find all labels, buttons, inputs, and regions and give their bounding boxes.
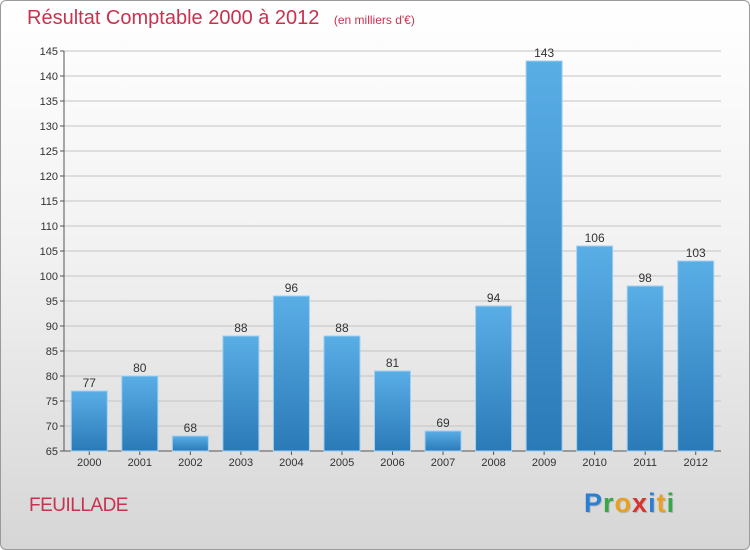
proxiti-logo: Proxiti	[584, 488, 675, 519]
bar-2003	[222, 335, 260, 452]
y-tick-label: 75	[46, 396, 58, 408]
bar-2007	[424, 430, 462, 452]
x-tick-label: 2007	[431, 457, 455, 469]
y-tick-label: 90	[46, 321, 58, 333]
y-tick-label: 105	[40, 246, 58, 258]
data-label-2009: 143	[534, 46, 554, 60]
data-label-2006: 81	[386, 356, 400, 370]
data-label-2012: 103	[686, 246, 706, 260]
bar-2004	[272, 295, 310, 452]
logo-letter: x	[632, 488, 649, 518]
y-tick-label: 135	[40, 96, 58, 108]
labels: 77 80 68 88 96 88 81 69 94 143 106 98 103	[83, 46, 706, 435]
data-label-2000: 77	[83, 376, 97, 390]
logo-letter: P	[584, 488, 604, 518]
y-tick-label: 145	[40, 46, 58, 58]
y-tick-label: 100	[40, 271, 58, 283]
logo-letter: r	[603, 488, 615, 518]
data-label-2003: 88	[234, 321, 248, 335]
data-label-2004: 96	[285, 281, 299, 295]
chart-subtitle: (en milliers d'€)	[333, 13, 415, 27]
bar-2009	[525, 60, 563, 452]
x-tick-label: 2012	[683, 457, 707, 469]
bar-2001	[121, 375, 159, 452]
logo-letter: o	[614, 488, 633, 518]
logo-letter: i	[666, 488, 676, 518]
bar-2000	[70, 390, 108, 452]
bar-2011	[626, 285, 664, 452]
data-label-2001: 80	[133, 361, 147, 375]
data-label-2011: 98	[639, 271, 653, 285]
bar-2010	[576, 245, 614, 452]
bar-2006	[374, 370, 411, 452]
y-tick-label: 125	[40, 146, 58, 158]
x-tick-label: 2011	[633, 457, 657, 469]
y-tick-label: 80	[46, 371, 58, 383]
data-label-2002: 68	[184, 421, 198, 435]
y-tick-label: 140	[40, 71, 58, 83]
data-label-2007: 69	[436, 416, 450, 430]
bar-2002	[171, 435, 209, 452]
x-tick-label: 2008	[481, 457, 505, 469]
commune-name: FEUILLADE	[29, 495, 128, 516]
x-tick-label: 2004	[279, 457, 303, 469]
y-tick-label: 120	[40, 171, 58, 183]
axes: 65 70 75 80 85 90 95 100 105 110 115 120 125 130 135 14…	[40, 46, 721, 469]
data-label-2010: 106	[585, 231, 605, 245]
data-label-2005: 88	[335, 321, 349, 335]
chart-title: Résultat Comptable 2000 à 2012	[27, 7, 320, 29]
y-tick-label: 95	[46, 296, 58, 308]
y-tick-label: 130	[40, 121, 58, 133]
logo-letter: t	[656, 488, 667, 518]
bar-2012	[677, 260, 715, 452]
y-tick-label: 115	[40, 196, 58, 208]
data-label-2008: 94	[487, 291, 501, 305]
bar-2005	[323, 335, 361, 452]
y-tick-label: 110	[40, 221, 58, 233]
bar-2008	[475, 305, 513, 452]
y-tick-label: 65	[46, 446, 58, 458]
logo-letter: i	[648, 488, 657, 518]
title-row: Résultat Comptable 2000 à 2012 (en milli…	[27, 7, 415, 30]
y-tick-label: 70	[46, 421, 58, 433]
bars	[70, 60, 715, 452]
x-tick-label: 2010	[582, 457, 606, 469]
x-tick-label: 2006	[380, 457, 404, 469]
x-tick-label: 2009	[532, 457, 556, 469]
x-tick-label: 2002	[178, 457, 202, 469]
x-tick-label: 2005	[330, 457, 354, 469]
x-tick-label: 2003	[229, 457, 253, 469]
y-tick-label: 85	[46, 346, 58, 358]
x-tick-label: 2001	[128, 457, 152, 469]
x-tick-label: 2000	[77, 457, 101, 469]
